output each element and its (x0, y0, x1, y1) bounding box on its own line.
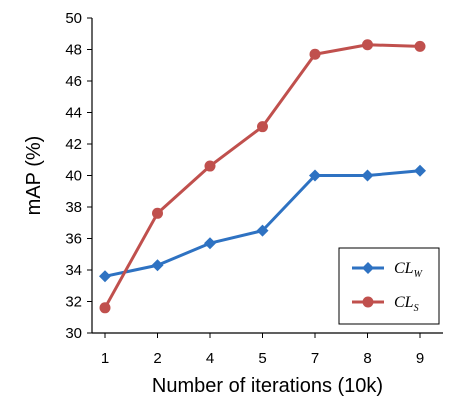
legend-label: CLS (394, 294, 419, 314)
data-point (204, 237, 216, 250)
series-cl-s (99, 39, 426, 314)
x-tick-label: 4 (206, 350, 214, 367)
legend-marker (362, 262, 374, 274)
x-tick-label: 8 (363, 350, 371, 367)
x-axis-title: Number of iterations (10k) (152, 375, 383, 397)
y-tick-label: 38 (65, 199, 82, 216)
data-point (99, 270, 111, 283)
data-point (99, 302, 111, 314)
legend-item: CLS (352, 294, 419, 314)
y-axis-title: mAP (%) (23, 136, 45, 216)
legend-label-main: CL (394, 260, 414, 277)
data-point (309, 169, 321, 182)
x-ticks: 1 2 4 5 7 8 9 (101, 333, 424, 367)
data-point (151, 259, 164, 272)
y-ticks: 30 32 34 36 38 40 42 44 46 48 50 (65, 10, 92, 342)
legend-label-subscript: S (414, 303, 419, 314)
x-tick-label: 2 (153, 350, 161, 367)
x-tick-label: 5 (258, 350, 266, 367)
y-tick-label: 44 (65, 105, 82, 122)
x-tick-label: 9 (416, 350, 424, 367)
y-tick-label: 34 (65, 262, 82, 279)
y-tick-label: 36 (65, 231, 82, 248)
y-tick-label: 50 (65, 10, 82, 27)
legend-box (338, 247, 440, 325)
series (99, 39, 426, 314)
y-tick-label: 48 (65, 42, 82, 59)
data-point (257, 121, 268, 133)
x-tick-label: 7 (311, 350, 319, 367)
legend-marker (362, 296, 374, 308)
data-point (362, 39, 373, 51)
y-tick-label: 32 (65, 294, 82, 311)
data-point (414, 40, 426, 52)
legend-label-subscript: W (414, 269, 424, 280)
legend-label-main: CL (394, 294, 414, 311)
data-point (256, 224, 269, 237)
y-tick-label: 40 (65, 168, 82, 185)
y-tick-label: 42 (65, 136, 82, 153)
data-point (361, 169, 374, 182)
data-point (152, 207, 163, 219)
legend-item: CLW (352, 260, 424, 280)
y-tick-label: 46 (65, 73, 82, 90)
y-tick-label: 30 (65, 325, 82, 342)
data-point (204, 160, 216, 172)
data-point (414, 164, 426, 177)
data-point (309, 48, 321, 60)
legend-label: CLW (394, 260, 424, 280)
series-cl-w (99, 164, 426, 283)
x-tick-label: 1 (101, 350, 109, 367)
